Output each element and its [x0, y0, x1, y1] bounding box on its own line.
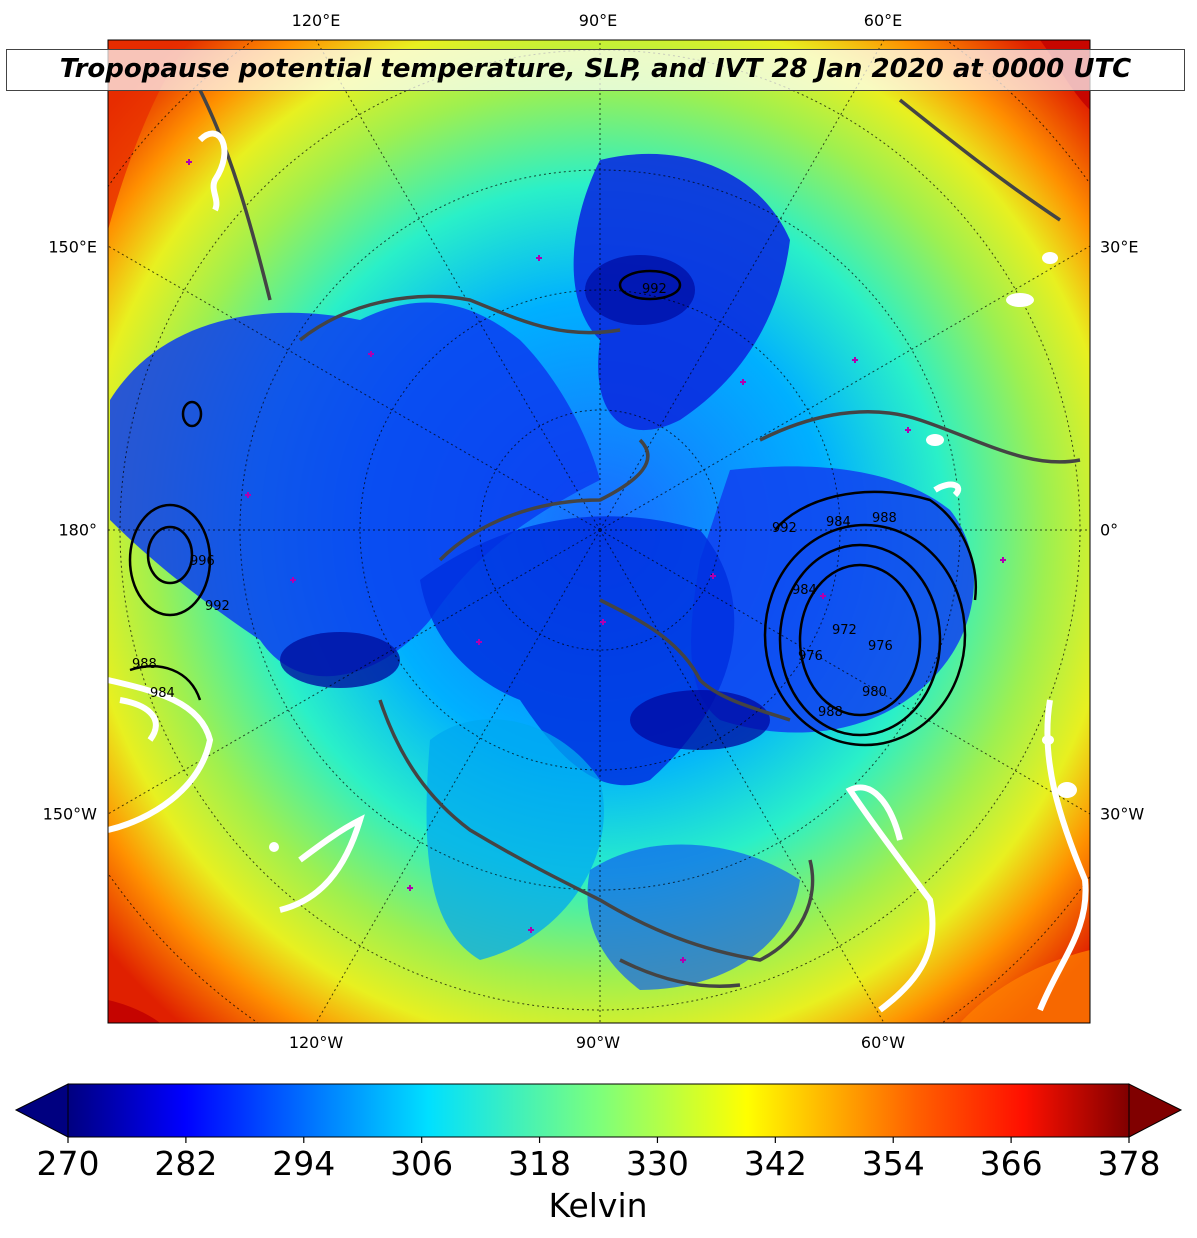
lon-label-60e: 60°E [863, 11, 903, 30]
coastlines [198, 89, 1081, 989]
cool-band-south [426, 719, 604, 960]
slp-label: 984 [792, 583, 817, 598]
dark-core-2 [280, 632, 400, 688]
warm-corner-sw [108, 1000, 160, 1023]
lon-label-150w: 150°W [42, 804, 97, 824]
slp-label: 984 [150, 686, 175, 701]
colorbar-ticks [67, 1137, 1130, 1143]
slp-label: 976 [868, 639, 893, 654]
dark-core-3 [630, 690, 770, 750]
colorbar-label: Kelvin [548, 1186, 648, 1225]
ivt-contour-blobs [269, 252, 1077, 852]
colorbar-tick-label: 282 [154, 1144, 218, 1183]
map-title: Tropopause potential temperature, SLP, a… [6, 49, 1185, 91]
lon-label-30e: 30°E [1100, 237, 1139, 257]
slp-labels: 992 992 984 988 984 976 972 976 980 988 … [132, 282, 897, 720]
lon-label-0: 0° [1100, 520, 1119, 540]
lon-label-120w: 120°W [288, 1033, 344, 1052]
station-markers [186, 159, 1006, 963]
colorbar-tick-label: 318 [508, 1144, 572, 1183]
slp-contours [128, 269, 977, 747]
slp-label: 996 [190, 554, 215, 569]
slp-label: 992 [642, 282, 667, 297]
slp-label: 988 [818, 705, 843, 720]
lon-label-90w: 90°W [575, 1033, 621, 1052]
polar-stereographic-map: 992 992 984 988 984 976 972 976 980 988 … [107, 39, 1091, 1024]
colorbar-tick-label: 294 [272, 1144, 336, 1183]
colorbar-extend-max [1128, 1083, 1183, 1138]
colorbar-tick-label: 330 [625, 1144, 689, 1183]
lon-label-120e: 120°E [291, 11, 341, 30]
slp-label: 988 [132, 657, 157, 672]
colorbar-extend-min [14, 1083, 69, 1138]
slp-label: 984 [826, 515, 851, 530]
lon-label-180: 180° [58, 520, 97, 540]
lon-label-90e: 90°E [578, 11, 618, 30]
colorbar-tick-label: 354 [861, 1144, 925, 1183]
colorbar [14, 1083, 1183, 1143]
slp-label: 976 [798, 649, 823, 664]
colorbar-tick-label: 378 [1097, 1144, 1161, 1183]
slp-label: 972 [832, 623, 857, 638]
colorbar-tick-label: 306 [390, 1144, 454, 1183]
slp-label: 992 [772, 521, 797, 536]
colorbar-tick-label: 270 [36, 1144, 100, 1183]
ivt-contours [108, 130, 1089, 1013]
lon-label-150e: 150°E [48, 237, 97, 257]
colorbar-tick-label: 342 [743, 1144, 807, 1183]
slp-label: 992 [205, 599, 230, 614]
colorbar-tick-label: 366 [979, 1144, 1043, 1183]
lon-label-30w: 30°W [1100, 804, 1145, 824]
lon-label-60w: 60°W [860, 1033, 906, 1052]
colorbar-body [67, 1083, 1130, 1138]
map-frame [107, 39, 1091, 1024]
slp-label: 980 [862, 685, 887, 700]
slp-label: 988 [872, 511, 897, 526]
cool-band-southeast [587, 844, 800, 990]
meridians [108, 40, 1090, 1023]
cold-pool-west [110, 302, 600, 677]
